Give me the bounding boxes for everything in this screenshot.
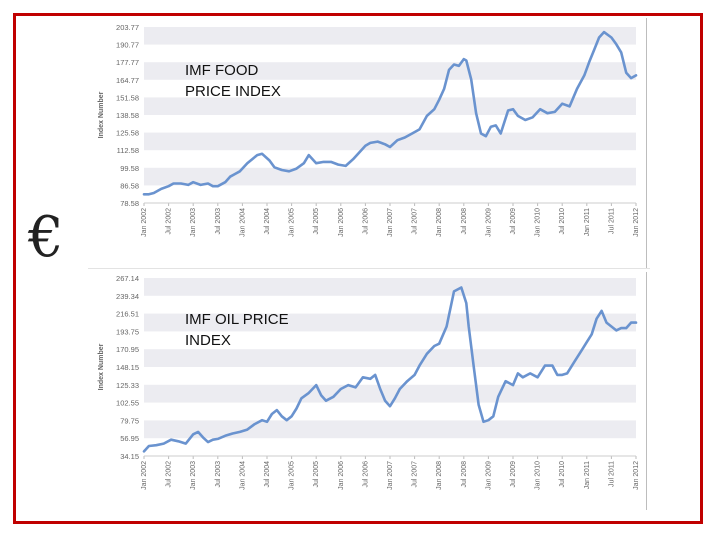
- x-tick-label: Jan 2007: [387, 208, 394, 237]
- x-tick-label: Jan 2004: [239, 461, 246, 490]
- x-tick-label: Jan 2009: [485, 208, 492, 237]
- x-tick-label: Jul 2010: [559, 208, 566, 235]
- x-tick-label: Jul 2004: [264, 208, 271, 235]
- plot-band: [144, 62, 636, 80]
- x-tick-label: Jan 2011: [584, 208, 591, 236]
- series-line-1-0: [142, 286, 638, 453]
- x-tick-label: Jul 2010: [559, 461, 566, 488]
- y-tick-label: 102.55: [116, 399, 139, 408]
- x-tick-label: Jul 2009: [510, 208, 517, 235]
- x-tick-label: Jan 2006: [338, 208, 345, 237]
- x-tick-label: Jul 2007: [412, 461, 419, 488]
- oil-title-line-1: IMF OIL PRICE: [185, 311, 289, 328]
- x-tick-label: Jul 2006: [362, 461, 369, 488]
- x-tick-label: Jan 2012: [633, 208, 640, 237]
- y-tick-label: 34.15: [120, 452, 139, 461]
- x-tick-label: Jul 2002: [166, 208, 173, 235]
- x-tick-label: Jul 2011: [608, 461, 615, 487]
- x-tick-label: Jul 2008: [461, 461, 468, 488]
- x-tick-label: Jan 2009: [485, 461, 492, 490]
- y-tick-label: 203.77: [116, 23, 139, 32]
- oil-chart-title: IMF OIL PRICE INDEX: [185, 309, 345, 351]
- y-tick-label: 177.77: [116, 58, 139, 67]
- y-tick-label: 138.58: [116, 111, 139, 120]
- oil-title-line-2: INDEX: [185, 332, 231, 349]
- x-tick-label: Jul 2007: [412, 208, 419, 235]
- y-tick-label: 125.33: [116, 381, 139, 390]
- euro-icon: €: [28, 205, 64, 270]
- x-tick-label: Jan 2011: [584, 461, 591, 489]
- y-tick-label: 112.58: [117, 146, 139, 155]
- y-tick-label: 151.58: [116, 93, 139, 102]
- plot-band: [144, 167, 636, 186]
- x-tick-label: Jan 2002: [141, 461, 148, 490]
- y-tick-label: 86.58: [120, 181, 139, 190]
- x-tick-label: Jan 2010: [535, 461, 542, 490]
- y-tick-label: 99.58: [120, 164, 139, 173]
- x-tick-label: Jul 2011: [608, 208, 615, 234]
- y-tick-label: 125.58: [116, 129, 139, 138]
- y-tick-label: 148.15: [116, 363, 139, 372]
- y-axis-label: Index Number: [98, 343, 105, 390]
- y-tick-label: 78.58: [120, 199, 139, 208]
- y-tick-label: 190.77: [116, 41, 139, 50]
- y-tick-label: 239.34: [116, 292, 139, 301]
- y-axis-label: Index Number: [98, 91, 105, 138]
- plot-band: [144, 132, 636, 151]
- food-title-line-2: PRICE INDEX: [185, 83, 281, 100]
- x-tick-label: Jan 2003: [190, 461, 197, 490]
- x-tick-label: Jan 2004: [239, 208, 246, 237]
- x-tick-label: Jan 2012: [633, 461, 640, 490]
- x-tick-label: Jul 2002: [166, 461, 173, 488]
- y-tick-label: 170.95: [116, 345, 139, 354]
- x-tick-label: Jan 2010: [535, 208, 542, 237]
- x-tick-label: Jul 2004: [264, 461, 271, 488]
- x-tick-label: Jul 2005: [313, 208, 320, 235]
- y-tick-label: 216.51: [116, 310, 139, 319]
- oil-chart-right-edge: [646, 272, 647, 510]
- food-chart-right-edge: [646, 18, 647, 268]
- y-tick-label: 193.75: [116, 327, 139, 336]
- food-chart-title: IMF FOOD PRICE INDEX: [185, 60, 345, 102]
- x-tick-label: Jul 2003: [215, 461, 222, 488]
- x-tick-label: Jan 2008: [436, 461, 443, 490]
- x-tick-label: Jul 2003: [215, 208, 222, 235]
- x-tick-label: Jan 2007: [387, 461, 394, 490]
- x-tick-label: Jul 2006: [362, 208, 369, 235]
- chart-separator: [88, 268, 650, 269]
- y-tick-label: 164.77: [116, 76, 139, 85]
- x-tick-label: Jan 2003: [190, 208, 197, 237]
- x-tick-label: Jul 2009: [510, 461, 517, 488]
- x-tick-label: Jan 2002: [141, 208, 148, 237]
- plot-band: [144, 349, 636, 367]
- plot-band: [144, 27, 636, 45]
- plot-band: [144, 384, 636, 403]
- x-tick-label: Jan 2006: [338, 461, 345, 490]
- oil-price-chart: 34.15 56.95 79.75 102.55 125.33 148.15 170.95 1…: [98, 274, 640, 490]
- x-tick-label: Jul 2005: [313, 461, 320, 488]
- plot-band: [144, 313, 636, 332]
- y-tick-label: 267.14: [116, 274, 139, 283]
- x-tick-label: Jan 2005: [289, 208, 296, 237]
- food-title-line-1: IMF FOOD: [185, 62, 259, 79]
- plot-band: [144, 278, 636, 296]
- y-tick-label: 56.95: [120, 434, 139, 443]
- plot-band: [144, 420, 636, 439]
- food-price-chart: 78.58 86.58 99.58 112.58 125.58 138.58 151.58 1…: [98, 23, 640, 237]
- x-tick-label: Jan 2008: [436, 208, 443, 237]
- y-tick-label: 79.75: [120, 416, 139, 425]
- series-line-0-0: [142, 30, 638, 196]
- x-tick-label: Jul 2008: [461, 208, 468, 235]
- slide-border: [13, 13, 703, 524]
- x-tick-label: Jan 2005: [289, 461, 296, 490]
